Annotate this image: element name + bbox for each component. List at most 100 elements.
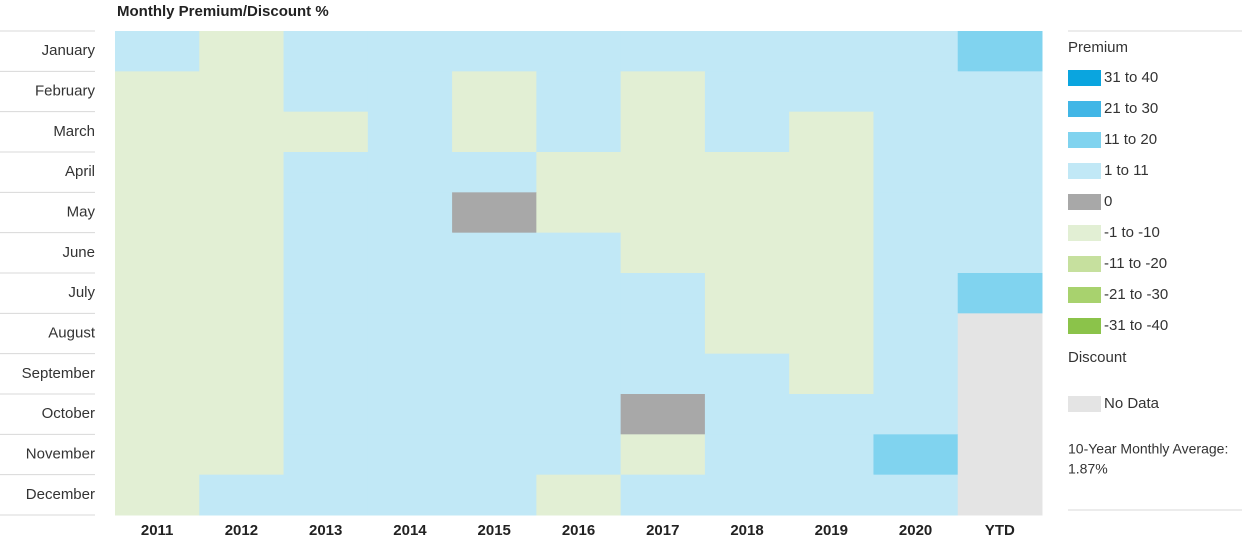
heatmap-cell [536,31,622,72]
heatmap-cell [199,434,285,476]
legend-swatch [1068,225,1101,241]
heatmap-cell [199,192,285,234]
heatmap-cell [199,353,285,395]
heatmap-cell [789,273,874,314]
heatmap-cell [367,273,453,314]
heatmap-cell [957,152,1043,193]
heatmap-cell [957,273,1043,314]
column-label: 2018 [730,522,763,539]
heatmap-cell [115,313,200,355]
row-label: August [48,324,96,341]
heatmap-cell [283,152,369,193]
heatmap-cell [789,394,874,435]
heatmap-cell [873,273,959,314]
legend-label: -1 to -10 [1104,224,1160,241]
heatmap-cell [115,474,200,516]
heatmap-cell [620,394,706,435]
heatmap-cell [620,313,706,355]
heatmap-cell [283,71,369,113]
heatmap-cell [115,31,200,72]
heatmap-cell [283,474,369,516]
legend-label: 11 to 20 [1104,131,1157,148]
heatmap-cell [620,152,706,193]
heatmap-cell [957,71,1043,113]
heatmap-cell [452,434,537,476]
heatmap-cell [367,434,453,476]
row-label: July [68,284,95,301]
row-label: February [35,82,96,99]
heatmap-cell [115,192,200,234]
heatmap-cell [536,111,622,153]
column-label: 2011 [141,522,174,539]
heatmap-cell [367,31,453,72]
heatmap-cell [704,394,790,435]
heatmap-cell [620,474,706,516]
chart-title: Monthly Premium/Discount % [117,3,329,20]
column-label: YTD [985,522,1015,539]
legend-swatch [1068,396,1101,412]
heatmap-cell [283,353,369,395]
legend-swatch [1068,132,1101,148]
heatmap-cell [367,71,453,113]
legend-note: 10-Year Monthly Average: [1068,441,1228,457]
heatmap-cell [199,394,285,435]
heatmap-cell [536,353,622,395]
legend-swatch [1068,256,1101,272]
heatmap-cell [957,111,1043,153]
heatmap-cell [704,71,790,113]
heatmap-cell [283,434,369,476]
legend-swatch [1068,163,1101,179]
heatmap-cell [704,31,790,72]
heatmap-cell [873,111,959,153]
heatmap-cell [620,192,706,234]
heatmap-cell [199,31,285,72]
heatmap-cell [620,111,706,153]
heatmap-cell [452,192,537,234]
heatmap-cell [283,313,369,355]
heatmap-cell [115,353,200,395]
heatmap-cell [873,353,959,395]
legend-label: -11 to -20 [1104,255,1167,272]
heatmap-cell [367,353,453,395]
heatmap-cell [452,313,537,355]
row-label: November [26,445,95,462]
row-label: May [67,203,96,220]
legend-swatch [1068,287,1101,303]
heatmap-cell [789,31,874,72]
heatmap-cell [873,394,959,435]
heatmap-cell [620,353,706,395]
column-label: 2015 [478,522,511,539]
legend-swatch [1068,101,1101,117]
heatmap-cell [957,474,1043,516]
heatmap-cell [536,273,622,314]
heatmap-cell [536,71,622,113]
heatmap-cell [536,192,622,234]
heatmap-cell [452,353,537,395]
heatmap-cell [957,434,1043,476]
heatmap-cell [367,111,453,153]
heatmap-cell [957,232,1043,274]
legend-label: -31 to -40 [1104,317,1168,334]
heatmap-cell [957,313,1043,355]
heatmap-cell [789,353,874,395]
heatmap-cell [536,313,622,355]
heatmap-cell [115,394,200,435]
legend-swatch [1068,70,1101,86]
heatmap-cell [452,31,537,72]
heatmap-cell [789,152,874,193]
legend-label: No Data [1104,395,1160,412]
heatmap-cell [789,313,874,355]
column-label: 2019 [815,522,848,539]
row-label: March [53,123,95,140]
heatmap-cell [704,474,790,516]
heatmap-cell [704,353,790,395]
heatmap-cell [873,31,959,72]
heatmap-cell [115,152,200,193]
legend-swatch [1068,318,1101,334]
legend-label: 0 [1104,193,1112,210]
legend-label: 21 to 30 [1104,100,1158,117]
legend-header: Discount [1068,349,1127,366]
heatmap-cell [789,232,874,274]
heatmap-cell [452,474,537,516]
